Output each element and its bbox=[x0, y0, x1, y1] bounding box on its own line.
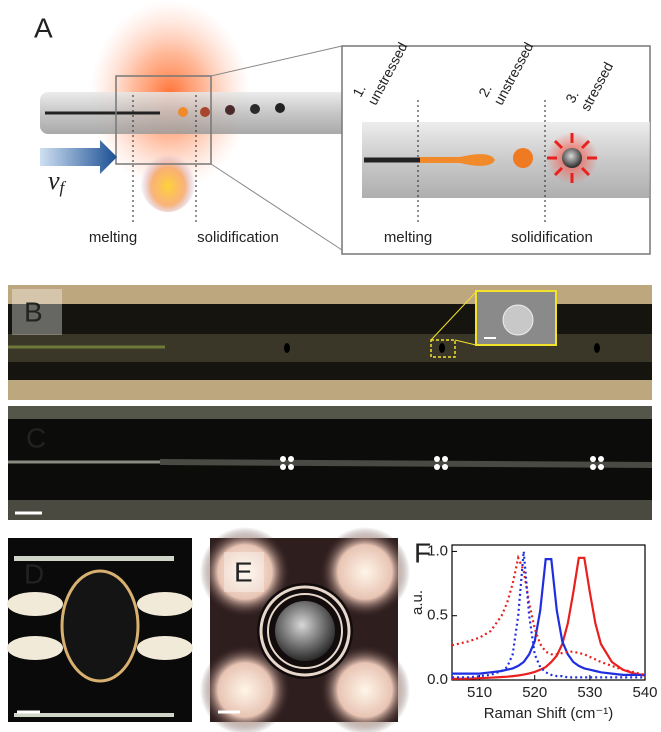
series-line bbox=[452, 558, 645, 675]
panel-b: B bbox=[8, 285, 652, 400]
figure: A vf melting solidification melting soli… bbox=[0, 0, 661, 732]
y-tick-label: 0.0 bbox=[427, 671, 448, 688]
y-axis-label: a.u. bbox=[409, 590, 426, 615]
panel-c: C bbox=[8, 406, 652, 520]
stage-label: melting bbox=[89, 229, 137, 246]
panel-a: A vf melting solidification melting soli… bbox=[34, 0, 650, 254]
series-line bbox=[452, 551, 645, 677]
sphere bbox=[439, 343, 445, 353]
x-tick-label: 510 bbox=[467, 684, 492, 701]
lobe bbox=[7, 636, 63, 660]
glow-line bbox=[160, 462, 652, 465]
panel-d: D bbox=[7, 538, 193, 722]
y-tick-label: 0.5 bbox=[427, 607, 448, 624]
panel-label: A bbox=[34, 12, 53, 43]
sphere bbox=[594, 343, 600, 353]
panel-label: E bbox=[234, 556, 253, 587]
lobe bbox=[7, 592, 63, 616]
sphere bbox=[275, 601, 335, 661]
lobe bbox=[137, 592, 193, 616]
y-tick-label: 1.0 bbox=[427, 542, 448, 559]
droplet-detail bbox=[513, 148, 533, 168]
velocity-subscript: f bbox=[60, 178, 67, 197]
burner-flame bbox=[140, 148, 196, 212]
sphere bbox=[275, 103, 285, 113]
droplet bbox=[200, 107, 210, 117]
plot-frame bbox=[452, 545, 645, 680]
sem-sphere bbox=[503, 305, 533, 335]
x-tick-label: 540 bbox=[632, 684, 657, 701]
lobe bbox=[137, 636, 193, 660]
stage-label: melting bbox=[384, 229, 432, 246]
velocity-symbol: v bbox=[48, 166, 60, 195]
droplet bbox=[178, 107, 188, 117]
sphere-detail bbox=[562, 148, 582, 168]
sphere bbox=[284, 343, 290, 353]
series-line bbox=[452, 558, 645, 679]
edge-band bbox=[8, 406, 652, 419]
page: A vf melting solidification melting soli… bbox=[0, 0, 661, 732]
panel-label: B bbox=[24, 296, 43, 327]
panel-label: D bbox=[24, 558, 44, 589]
x-tick-label: 520 bbox=[522, 684, 547, 701]
velocity-label: vf bbox=[48, 166, 67, 197]
panel-label: C bbox=[26, 422, 46, 453]
x-axis-label: Raman Shift (cm⁻¹) bbox=[484, 705, 614, 722]
x-tick-label: 530 bbox=[577, 684, 602, 701]
edge-streak bbox=[14, 713, 174, 717]
stage-label: solidification bbox=[511, 229, 593, 246]
panel-e: E bbox=[200, 527, 410, 732]
stage-label: solidification bbox=[197, 229, 279, 246]
sphere bbox=[250, 104, 260, 114]
edge-band bbox=[8, 500, 652, 520]
sphere-outline bbox=[62, 571, 138, 681]
series-line bbox=[452, 559, 645, 675]
sphere bbox=[225, 105, 235, 115]
